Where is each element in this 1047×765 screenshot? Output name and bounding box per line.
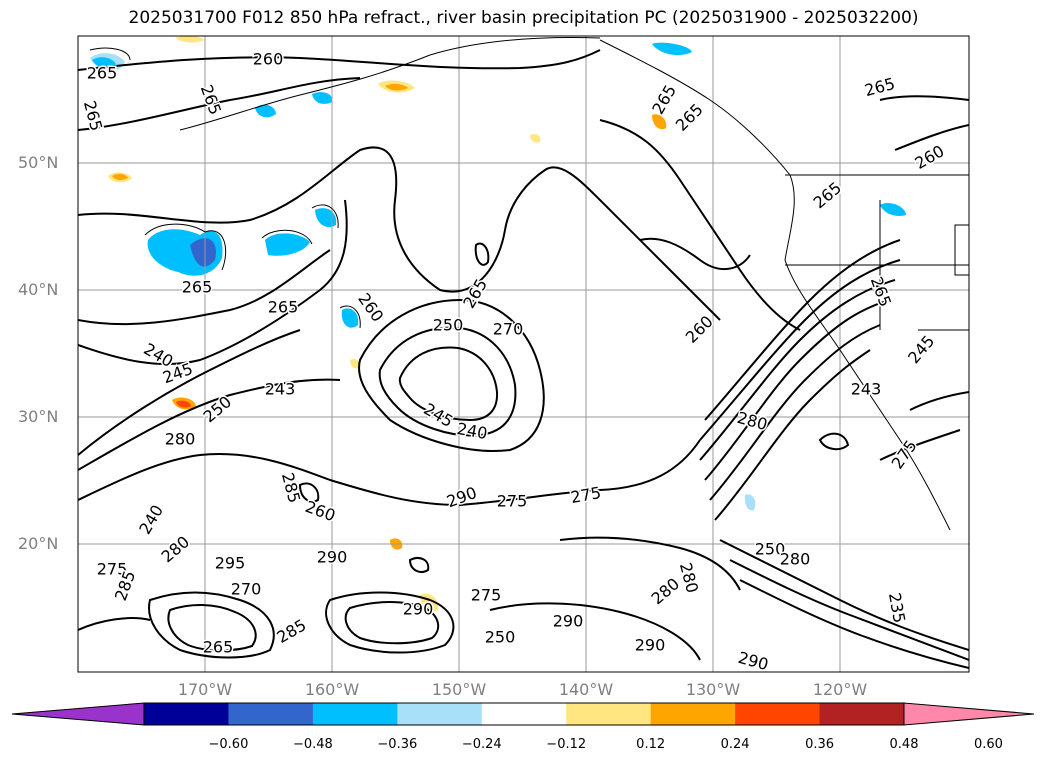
colorbar-right-extend	[903, 702, 1035, 726]
contour-label: 290	[444, 483, 479, 511]
contour-label: 260	[253, 50, 284, 69]
contour-label: 295	[215, 554, 246, 573]
contour-label: 260	[303, 497, 338, 525]
contour-label: 275	[888, 436, 921, 472]
colorbar-cell	[397, 703, 483, 725]
colorbar-tick-label: 0.60	[973, 737, 1003, 752]
contour-label: 265	[197, 82, 225, 117]
lat-label-30n: 30°N	[18, 407, 59, 426]
contour-label: 265	[863, 74, 897, 100]
colorbar-tick-label: −0.12	[546, 737, 587, 752]
colorbar-tick-label: −0.24	[461, 737, 502, 752]
lon-label-130w: 130°W	[685, 680, 741, 699]
contour-label: 265	[87, 64, 118, 83]
contour-label: 270	[231, 580, 262, 599]
contour-label: 280	[648, 574, 684, 608]
colorbar-cell	[144, 703, 229, 725]
contour-label: 290	[317, 548, 348, 567]
colorbar-cell	[819, 703, 905, 725]
lon-label-170w: 170°W	[177, 680, 233, 699]
plot-title: 2025031700 F012 850 hPa refract., river …	[128, 8, 919, 28]
contour-label: 260	[912, 141, 948, 173]
contour-label: 285	[278, 471, 304, 505]
contour-label: 280	[158, 532, 194, 566]
contour-label: 270	[493, 320, 524, 339]
colorbar-tick-label: 0.24	[720, 737, 750, 752]
graticule	[78, 36, 969, 672]
contour-label: 265	[182, 278, 213, 297]
contour-label: 240	[135, 502, 167, 538]
contour-label: 243	[851, 380, 882, 399]
contour-label: 275	[97, 560, 128, 579]
map-frame	[77, 35, 970, 673]
colorbar-cell	[312, 703, 398, 725]
contour-label: 280	[165, 430, 196, 449]
contour-label: 280	[780, 550, 811, 569]
contour-label: 245	[904, 332, 938, 368]
lon-label-140w: 140°W	[558, 680, 614, 699]
contour-label: 265	[80, 99, 106, 133]
coastlines	[179, 37, 969, 531]
colorbar-left-extend	[11, 702, 145, 726]
colorbar-cell	[735, 703, 821, 725]
contour-label: 260	[682, 312, 717, 347]
colorbar-cell	[481, 703, 567, 725]
colorbar-frame	[143, 702, 905, 726]
colorbar-tick-label: 0.48	[889, 737, 919, 752]
contour-label: 250	[433, 316, 464, 335]
colorbar-cell	[228, 703, 314, 725]
lat-label-20n: 20°N	[18, 534, 59, 553]
contour-label: 290	[553, 612, 584, 631]
contour-label: 265	[867, 274, 895, 309]
colorbar	[11, 702, 1035, 726]
contour-label: 265	[203, 638, 234, 657]
refractivity-contours-thin	[89, 47, 361, 329]
contour-label: 243	[265, 380, 296, 399]
colorbar-tick-label: −0.36	[377, 737, 418, 752]
refractivity-contours	[78, 49, 969, 669]
colorbar-tick-label: 0.12	[636, 737, 666, 752]
contour-label: 280	[735, 408, 769, 434]
contour-label: 275	[471, 586, 502, 605]
contour-label: 290	[635, 636, 666, 655]
lon-label-150w: 150°W	[431, 680, 487, 699]
colorbar-tick-label: 0.36	[805, 737, 835, 752]
lat-label-40n: 40°N	[18, 280, 59, 299]
lon-label-160w: 160°W	[304, 680, 360, 699]
precip-shading	[90, 36, 906, 612]
contour-label: 275	[569, 483, 602, 507]
contour-label: 265	[268, 298, 299, 317]
contour-label: 265	[672, 100, 707, 135]
colorbar-tick-label: −0.60	[208, 737, 249, 752]
contour-label: 260	[354, 289, 387, 325]
contour-label: 265	[648, 82, 680, 118]
lon-label-120w: 120°W	[812, 680, 868, 699]
contour-label: 240	[455, 419, 488, 443]
colorbar-cell	[566, 703, 652, 725]
contour-label: 290	[736, 648, 770, 674]
lat-label-50n: 50°N	[18, 153, 59, 172]
contour-label: 265	[459, 276, 491, 312]
contour-label: 250	[485, 628, 516, 647]
contour-label: 275	[497, 492, 528, 511]
contour-label: 285	[274, 615, 310, 647]
colorbar-cell	[650, 703, 736, 725]
colorbar-tick-label: −0.48	[292, 737, 333, 752]
contour-label: 250	[755, 540, 786, 559]
contour-label: 290	[403, 600, 434, 619]
contour-label: 235	[885, 591, 909, 624]
